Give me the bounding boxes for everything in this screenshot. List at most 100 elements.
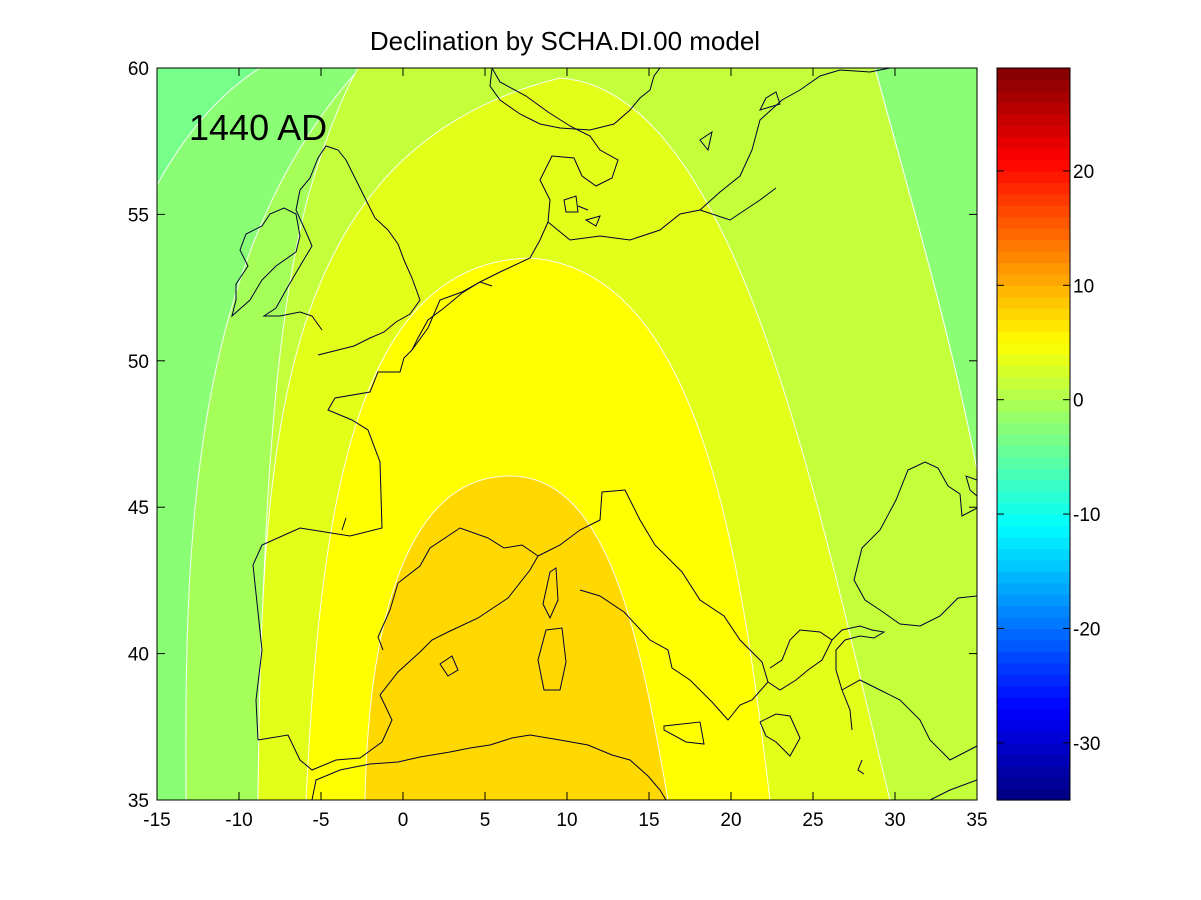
colorbar-swatch <box>997 651 1070 664</box>
colorbar <box>997 68 1070 801</box>
colorbar-swatch <box>997 319 1070 332</box>
coastline-balearic <box>439 655 459 677</box>
colorbar-swatch <box>997 479 1070 492</box>
coastline-baltic <box>547 68 891 241</box>
colorbar-tick-label: -10 <box>1073 505 1100 526</box>
colorbar-swatch <box>997 594 1070 607</box>
coastline-turkey <box>841 679 977 800</box>
coastline-low-countries-north-sea <box>411 68 619 351</box>
colorbar-swatch <box>997 777 1070 790</box>
coastline-uk <box>262 145 421 356</box>
colorbar-swatch <box>997 136 1070 149</box>
colorbar-swatch <box>997 445 1070 458</box>
colorbar-swatch <box>997 376 1070 389</box>
colorbar-swatch <box>997 434 1070 447</box>
colorbar-swatch <box>997 239 1070 252</box>
colorbar-tick-label: 0 <box>1073 391 1084 412</box>
coastline-black-sea <box>853 461 977 627</box>
colorbar-swatch <box>997 365 1070 378</box>
colorbar-swatch <box>997 422 1070 435</box>
colorbar-tick-label: 20 <box>1073 162 1094 183</box>
colorbar-swatch <box>997 514 1070 527</box>
colorbar-frame <box>996 67 1071 801</box>
colorbar-swatch <box>997 148 1070 161</box>
colorbar-swatch <box>997 102 1070 115</box>
colorbar-swatch <box>997 411 1070 424</box>
colorbar-swatch <box>997 216 1070 229</box>
colorbar-axis: -30 -20 -10 0 10 20 <box>997 162 1100 755</box>
x-tick-label: 10 <box>556 810 577 831</box>
x-tick-label: 5 <box>480 810 491 831</box>
x-tick-label: 35 <box>966 810 987 831</box>
colorbar-swatch <box>997 788 1070 801</box>
y-tick-label: 60 <box>128 59 149 80</box>
colorbar-swatch <box>997 308 1070 321</box>
x-tick-label: 20 <box>720 810 741 831</box>
coastline-sardinia <box>537 627 567 691</box>
colorbar-swatch <box>997 605 1070 618</box>
colorbar-tick-label: 10 <box>1073 276 1094 297</box>
colorbar-swatch <box>997 68 1070 81</box>
colorbar-swatch <box>997 754 1070 767</box>
y-tick-label: 50 <box>128 352 149 373</box>
colorbar-swatch <box>997 90 1070 103</box>
colorbar-swatch <box>997 639 1070 652</box>
colorbar-swatch <box>997 353 1070 366</box>
colorbar-swatch <box>997 502 1070 515</box>
x-axis: -15 -10 -5 0 5 10 15 20 25 30 35 <box>143 68 988 831</box>
coastline-italy <box>537 489 769 721</box>
colorbar-swatch <box>997 273 1070 286</box>
coastline-north-africa <box>311 734 667 800</box>
colorbar-swatch <box>997 262 1070 275</box>
colorbar-swatch <box>997 697 1070 710</box>
epoch-annotation: 1440 AD <box>189 107 327 148</box>
colorbar-swatch <box>997 251 1070 264</box>
coastline-scandinavia <box>489 68 781 152</box>
y-axis: 35 40 45 50 55 60 <box>128 59 977 812</box>
colorbar-swatch <box>997 525 1070 538</box>
colorbar-tick-label: -20 <box>1073 619 1100 640</box>
colorbar-swatch <box>997 285 1070 298</box>
colorbar-swatch <box>997 331 1070 344</box>
colorbar-swatch <box>997 113 1070 126</box>
y-tick-label: 40 <box>128 645 149 666</box>
coastline-corsica <box>542 567 559 620</box>
x-tick-label: 30 <box>884 810 905 831</box>
chart-title: Declination by SCHA.DI.00 model <box>370 26 760 56</box>
colorbar-swatch <box>997 719 1070 732</box>
colorbar-swatch <box>997 491 1070 504</box>
colorbar-swatch <box>997 731 1070 744</box>
colorbar-swatch <box>997 571 1070 584</box>
coastline-southern-iberia <box>257 527 539 771</box>
colorbar-swatch <box>997 559 1070 572</box>
colorbar-swatch <box>997 468 1070 481</box>
colorbar-swatch <box>997 205 1070 218</box>
colorbar-swatch <box>997 628 1070 641</box>
colorbar-swatch <box>997 125 1070 138</box>
colorbar-swatch <box>997 708 1070 721</box>
colorbar-swatch <box>997 79 1070 92</box>
x-tick-label: -5 <box>313 810 330 831</box>
coastline-iberia <box>252 281 493 741</box>
colorbar-swatch <box>997 674 1070 687</box>
coastline-ireland <box>231 207 301 318</box>
y-tick-label: 45 <box>128 498 149 519</box>
colorbar-swatch <box>997 582 1070 595</box>
colorbar-swatch <box>997 296 1070 309</box>
colorbar-swatch <box>997 548 1070 561</box>
colorbar-swatch <box>997 193 1070 206</box>
colorbar-swatch <box>997 388 1070 401</box>
colorbar-swatch <box>997 685 1070 698</box>
colorbar-tick-label: -30 <box>1073 734 1100 755</box>
band-above-6 <box>364 475 669 800</box>
colorbar-swatch <box>997 170 1070 183</box>
colorbar-swatch <box>997 182 1070 195</box>
colorbar-swatch <box>997 159 1070 172</box>
colorbar-swatch <box>997 536 1070 549</box>
contour-bands <box>157 68 977 800</box>
coastlines <box>231 68 977 800</box>
x-tick-label: 15 <box>638 810 659 831</box>
colorbar-swatch <box>997 765 1070 778</box>
colorbar-swatch <box>997 228 1070 241</box>
